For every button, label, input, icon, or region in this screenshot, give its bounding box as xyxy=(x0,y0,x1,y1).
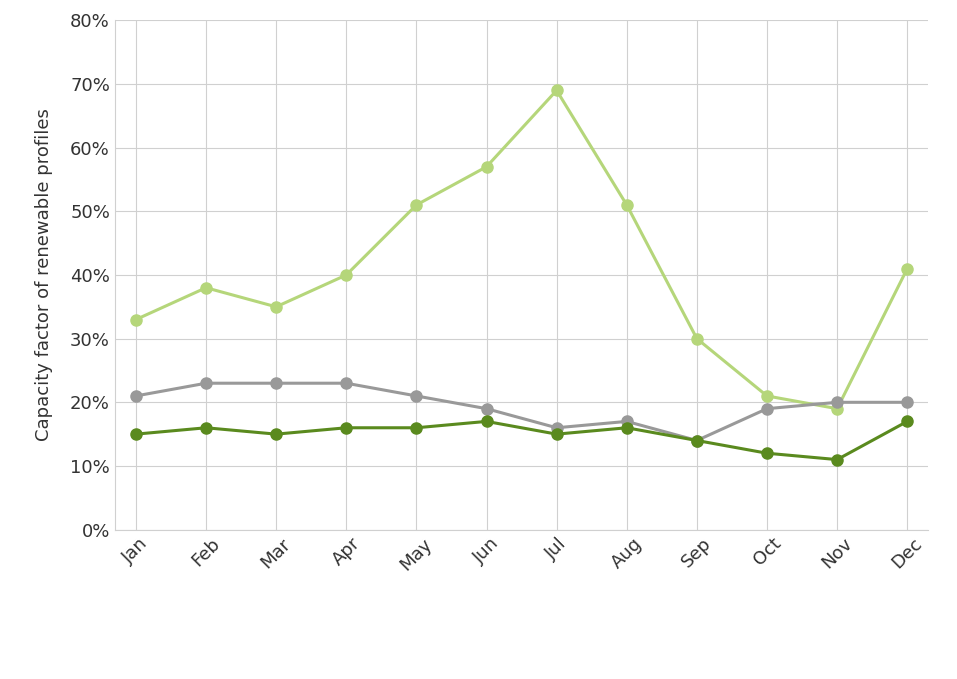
Hybrid xyxy=(480,418,492,426)
Solar xyxy=(761,392,772,400)
Solar xyxy=(271,303,282,311)
Solar xyxy=(411,201,422,209)
Hybrid xyxy=(411,424,422,432)
Hybrid xyxy=(200,424,211,432)
Wind xyxy=(411,392,422,400)
Hybrid xyxy=(271,430,282,438)
Wind xyxy=(832,398,843,406)
Wind xyxy=(271,379,282,387)
Solar xyxy=(341,271,352,279)
Solar xyxy=(480,163,492,171)
Hybrid xyxy=(341,424,352,432)
Wind xyxy=(901,398,913,406)
Hybrid xyxy=(832,456,843,464)
Hybrid xyxy=(761,449,772,458)
Hybrid xyxy=(621,424,633,432)
Solar xyxy=(901,265,913,273)
Wind xyxy=(551,424,563,432)
Solar xyxy=(200,284,211,292)
Line: Wind: Wind xyxy=(130,378,913,446)
Wind xyxy=(200,379,211,387)
Line: Solar: Solar xyxy=(130,85,913,414)
Wind xyxy=(691,437,702,445)
Wind xyxy=(621,418,633,426)
Wind xyxy=(761,405,772,413)
Hybrid xyxy=(691,437,702,445)
Solar xyxy=(691,335,702,343)
Hybrid xyxy=(551,430,563,438)
Solar xyxy=(130,316,142,324)
Line: Hybrid: Hybrid xyxy=(130,416,913,465)
Solar xyxy=(551,86,563,94)
Solar xyxy=(832,405,843,413)
Hybrid xyxy=(901,418,913,426)
Solar xyxy=(621,201,633,209)
Wind xyxy=(130,392,142,400)
Y-axis label: Capacity factor of renewable profiles: Capacity factor of renewable profiles xyxy=(35,109,54,441)
Hybrid xyxy=(130,430,142,438)
Wind xyxy=(341,379,352,387)
Wind xyxy=(480,405,492,413)
